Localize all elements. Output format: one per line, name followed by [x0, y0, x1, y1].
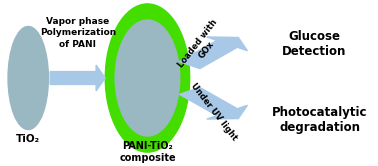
Ellipse shape	[25, 69, 32, 87]
Ellipse shape	[23, 65, 33, 91]
Ellipse shape	[121, 30, 174, 126]
Ellipse shape	[10, 31, 47, 125]
Ellipse shape	[131, 49, 164, 107]
FancyArrow shape	[180, 87, 248, 119]
Ellipse shape	[139, 64, 155, 92]
Ellipse shape	[129, 44, 166, 112]
FancyArrow shape	[180, 37, 248, 69]
Ellipse shape	[105, 4, 190, 152]
Ellipse shape	[18, 52, 38, 104]
Ellipse shape	[126, 39, 169, 117]
Text: Under UV light: Under UV light	[189, 82, 239, 142]
Ellipse shape	[145, 73, 150, 83]
FancyArrow shape	[50, 65, 105, 91]
Ellipse shape	[123, 35, 172, 122]
Ellipse shape	[13, 39, 43, 117]
Ellipse shape	[134, 54, 161, 102]
Text: TiO₂: TiO₂	[16, 134, 40, 144]
Ellipse shape	[137, 59, 158, 97]
Ellipse shape	[15, 44, 42, 112]
Ellipse shape	[11, 35, 45, 121]
Text: PANI-TiO₂
composite: PANI-TiO₂ composite	[119, 141, 176, 163]
Ellipse shape	[22, 61, 35, 95]
Text: Glucose
Detection: Glucose Detection	[282, 30, 347, 58]
Text: Loaded with
GOx: Loaded with GOx	[177, 18, 228, 76]
Ellipse shape	[20, 57, 37, 99]
Ellipse shape	[115, 20, 180, 136]
Ellipse shape	[142, 68, 153, 88]
Text: Photocatalytic
degradation: Photocatalytic degradation	[272, 106, 368, 134]
Ellipse shape	[8, 26, 48, 129]
Text: Vapor phase
Polymerization
of PANI: Vapor phase Polymerization of PANI	[40, 17, 116, 49]
Ellipse shape	[26, 74, 30, 82]
Ellipse shape	[118, 25, 177, 131]
Ellipse shape	[16, 48, 40, 108]
